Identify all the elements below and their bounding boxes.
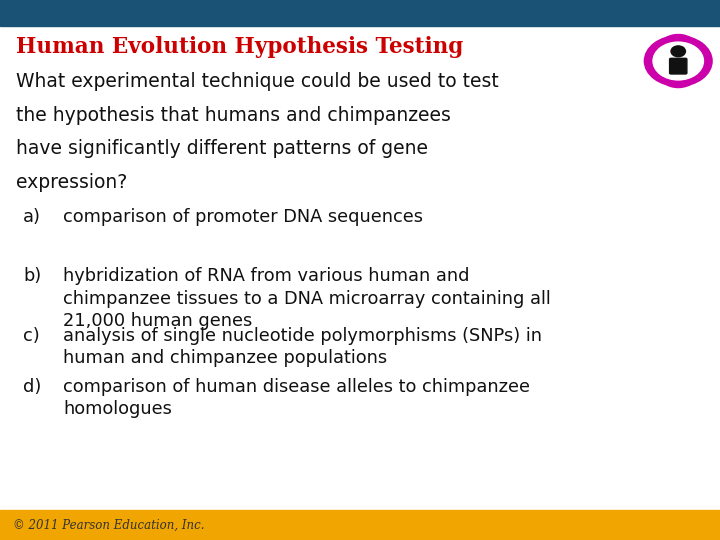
Text: c): c)	[23, 327, 40, 345]
Text: have significantly different patterns of gene: have significantly different patterns of…	[16, 139, 428, 158]
Text: © 2011 Pearson Education, Inc.: © 2011 Pearson Education, Inc.	[13, 518, 204, 532]
Bar	[0, 0, 720, 26]
Circle shape	[653, 42, 703, 80]
Text: comparison of promoter DNA sequences: comparison of promoter DNA sequences	[63, 208, 423, 226]
Circle shape	[644, 35, 713, 87]
Bar	[0, 510, 720, 540]
Text: hybridization of RNA from various human and
chimpanzee tissues to a DNA microarr: hybridization of RNA from various human …	[63, 267, 551, 330]
Text: d): d)	[23, 378, 42, 396]
Text: analysis of single nucleotide polymorphisms (SNPs) in
human and chimpanzee popul: analysis of single nucleotide polymorphi…	[63, 327, 542, 367]
Text: b): b)	[23, 267, 41, 285]
Text: the hypothesis that humans and chimpanzees: the hypothesis that humans and chimpanze…	[16, 106, 451, 125]
Text: comparison of human disease alleles to chimpanzee
homologues: comparison of human disease alleles to c…	[63, 378, 531, 418]
Circle shape	[671, 46, 685, 57]
Text: What experimental technique could be used to test: What experimental technique could be use…	[16, 72, 498, 91]
FancyBboxPatch shape	[670, 58, 687, 74]
Text: Human Evolution Hypothesis Testing: Human Evolution Hypothesis Testing	[16, 36, 463, 58]
Text: expression?: expression?	[16, 173, 127, 192]
Text: a): a)	[23, 208, 41, 226]
